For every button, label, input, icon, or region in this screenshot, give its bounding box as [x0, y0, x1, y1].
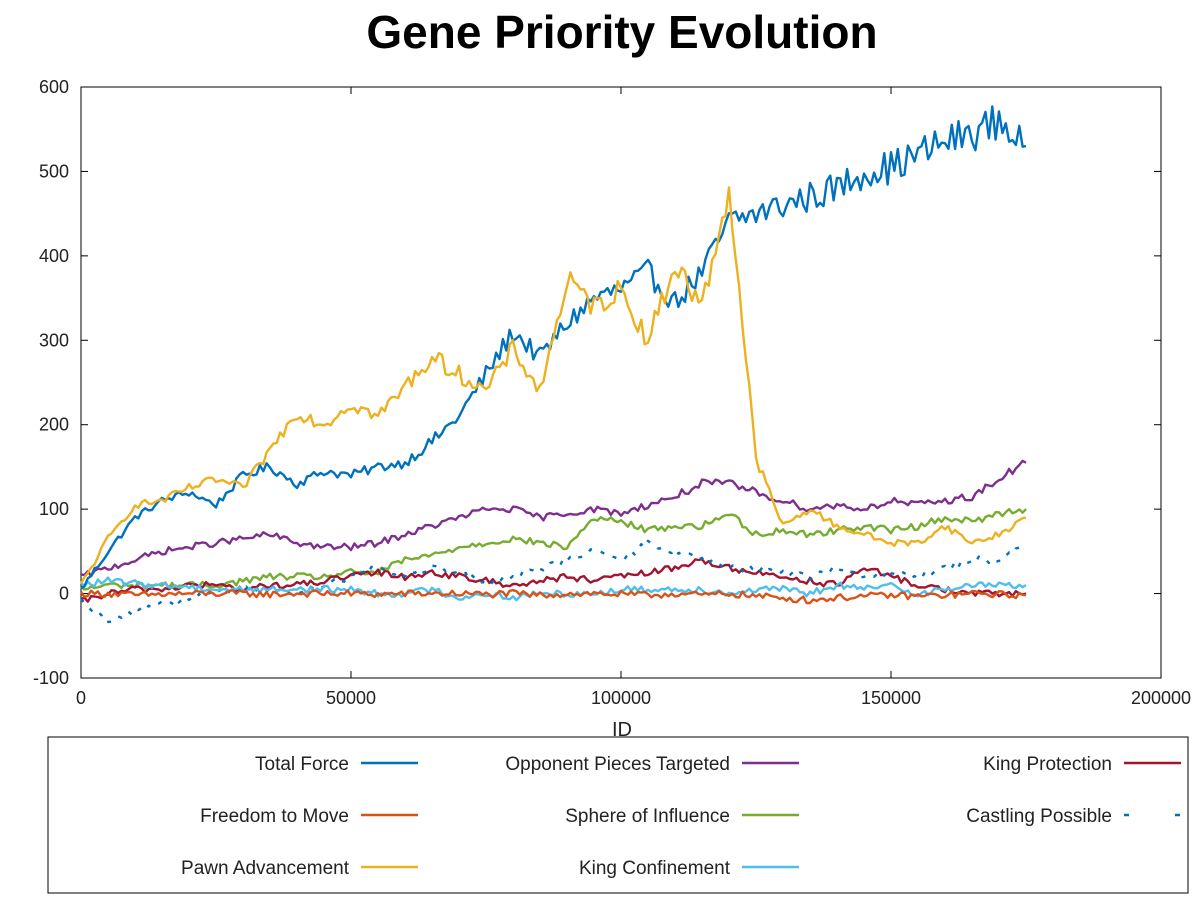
series-lines	[79, 105, 1027, 624]
legend-label: Pawn Advancement	[181, 858, 350, 879]
series-line-sphere-of-influence	[80, 508, 1027, 591]
series-line-opponent-pieces-targeted	[80, 459, 1027, 578]
series-line-king-confinement	[80, 576, 1027, 602]
x-tick-label: 100000	[591, 688, 651, 708]
y-tick-label: 400	[39, 246, 69, 266]
y-tick-label: 100	[39, 499, 69, 519]
series-line-freedom-to-move	[80, 589, 1027, 605]
plot-area: 0 50000 100000 150000 200000 -100 0 100 200 300 4…	[33, 77, 1191, 708]
y-axis-ticks: -100 0 100 200 300 400 500 600	[33, 77, 1161, 688]
y-tick-label: -100	[33, 668, 69, 688]
x-tick-label: 150000	[861, 688, 921, 708]
y-tick-label: 300	[39, 330, 69, 350]
x-tick-label: 200000	[1131, 688, 1191, 708]
y-tick-label: 600	[39, 77, 69, 97]
legend-label: King Protection	[983, 754, 1112, 775]
legend-label: Sphere of Influence	[565, 806, 730, 827]
legend-label: Total Force	[255, 754, 349, 775]
legend-frame	[47, 736, 1189, 894]
legend-label: Freedom to Move	[200, 806, 349, 827]
legend-label: Opponent Pieces Targeted	[505, 754, 730, 775]
legend: Total Force Freedom to Move Pawn Advanceme…	[47, 736, 1189, 894]
series-line-total-force	[80, 105, 1027, 590]
x-tick-label: 50000	[326, 688, 376, 708]
legend-label: King Confinement	[579, 858, 731, 879]
series-line-castling-possible	[80, 539, 1027, 624]
x-axis-ticks: 0 50000 100000 150000 200000	[76, 87, 1191, 708]
series-line-pawn-advancement	[79, 186, 1027, 584]
y-tick-label: 500	[39, 161, 69, 181]
legend-label: Castling Possible	[966, 806, 1112, 827]
legend-items: Total Force Freedom to Move Pawn Advanceme…	[181, 754, 1181, 879]
x-tick-label: 0	[76, 688, 86, 708]
x-axis-label: ID	[612, 719, 632, 741]
chart-title: Gene Priority Evolution	[366, 6, 877, 58]
y-tick-label: 0	[59, 584, 69, 604]
y-tick-label: 200	[39, 415, 69, 435]
